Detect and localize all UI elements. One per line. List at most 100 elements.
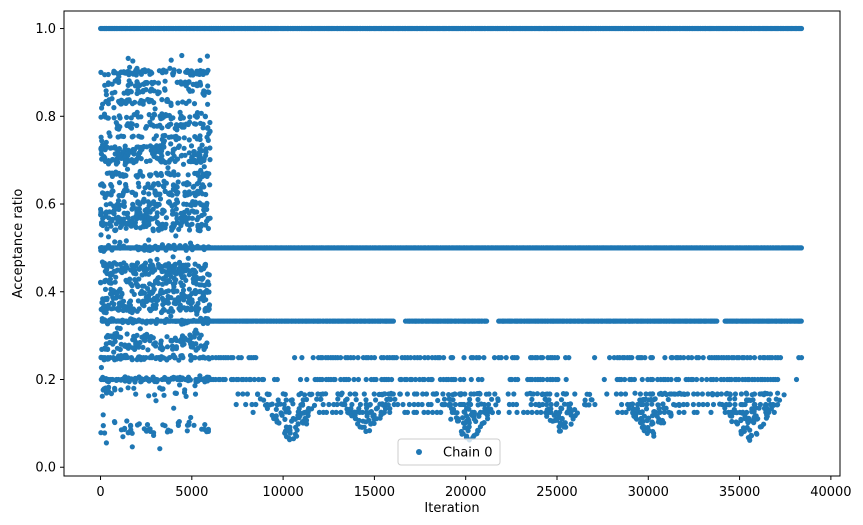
data-point [154, 123, 160, 129]
data-point [163, 247, 169, 253]
data-point [113, 120, 119, 126]
data-point [204, 289, 210, 295]
data-point [144, 206, 150, 212]
data-point [183, 277, 189, 283]
data-point [125, 82, 131, 88]
data-point [505, 391, 511, 397]
data-point [292, 355, 298, 361]
data-point [592, 401, 598, 408]
data-point [136, 184, 142, 190]
data-point [332, 376, 338, 383]
data-point [200, 275, 206, 281]
data-point [142, 333, 148, 339]
data-point [98, 212, 104, 218]
data-point [768, 406, 775, 412]
data-point [154, 256, 160, 262]
data-point [601, 376, 607, 383]
data-point [775, 402, 781, 408]
data-point [130, 189, 136, 195]
data-point [333, 409, 339, 415]
data-point [468, 376, 474, 383]
data-points [97, 25, 805, 452]
data-point [452, 376, 458, 383]
data-point [347, 391, 353, 397]
data-point [145, 347, 151, 353]
data-point [438, 409, 444, 415]
data-point [632, 390, 638, 396]
data-point [192, 113, 198, 119]
data-point [150, 263, 156, 269]
data-point [498, 355, 504, 361]
data-point [450, 392, 456, 398]
data-point [153, 398, 159, 404]
data-point [705, 391, 711, 397]
data-point [689, 355, 695, 361]
data-point [615, 409, 621, 415]
data-point [489, 396, 495, 402]
data-point [412, 376, 419, 383]
data-point [128, 149, 134, 155]
data-point [116, 74, 122, 80]
data-point [127, 302, 133, 308]
data-point [189, 155, 195, 161]
data-point [732, 396, 738, 402]
data-point [130, 268, 136, 275]
data-point [121, 216, 127, 222]
data-point [195, 300, 201, 307]
data-point [156, 149, 162, 155]
data-point [106, 280, 112, 286]
data-point [180, 161, 187, 167]
data-point [582, 397, 588, 403]
data-point [177, 115, 184, 122]
data-point [124, 166, 131, 172]
data-point [110, 341, 116, 347]
data-point [104, 295, 110, 301]
data-point [618, 391, 624, 397]
data-point [161, 143, 167, 150]
data-point [98, 279, 104, 285]
data-point [112, 89, 118, 95]
data-point [106, 170, 113, 176]
data-point [122, 162, 128, 168]
data-point [738, 431, 744, 437]
data-point [158, 309, 165, 316]
data-point [366, 428, 373, 434]
data-point [699, 391, 706, 397]
data-point [139, 319, 145, 325]
data-point [158, 344, 164, 350]
data-point [102, 279, 108, 285]
data-point [637, 391, 644, 397]
data-point [181, 135, 187, 141]
data-point [140, 67, 146, 74]
data-point [178, 216, 184, 222]
data-point [694, 409, 700, 415]
data-point [714, 392, 720, 398]
data-point [121, 199, 127, 205]
data-point [515, 376, 521, 383]
data-point [197, 82, 204, 88]
data-point [152, 392, 158, 398]
data-point [335, 396, 341, 402]
data-point [146, 215, 152, 221]
data-point [124, 210, 130, 217]
data-point [155, 91, 161, 97]
data-point [592, 355, 598, 361]
data-point [159, 354, 165, 360]
data-point [265, 391, 271, 398]
data-point [140, 101, 146, 107]
data-point [99, 105, 105, 111]
data-point [161, 178, 167, 184]
data-point [736, 376, 742, 383]
data-point [668, 413, 674, 419]
data-point [151, 100, 157, 106]
data-point [709, 391, 715, 397]
data-point [186, 210, 192, 216]
data-point [119, 317, 125, 323]
data-point [122, 172, 128, 178]
data-point [169, 224, 175, 230]
data-point [164, 429, 170, 435]
data-point [503, 355, 509, 361]
data-point [102, 82, 108, 88]
data-point [164, 112, 170, 118]
data-point [172, 246, 178, 252]
